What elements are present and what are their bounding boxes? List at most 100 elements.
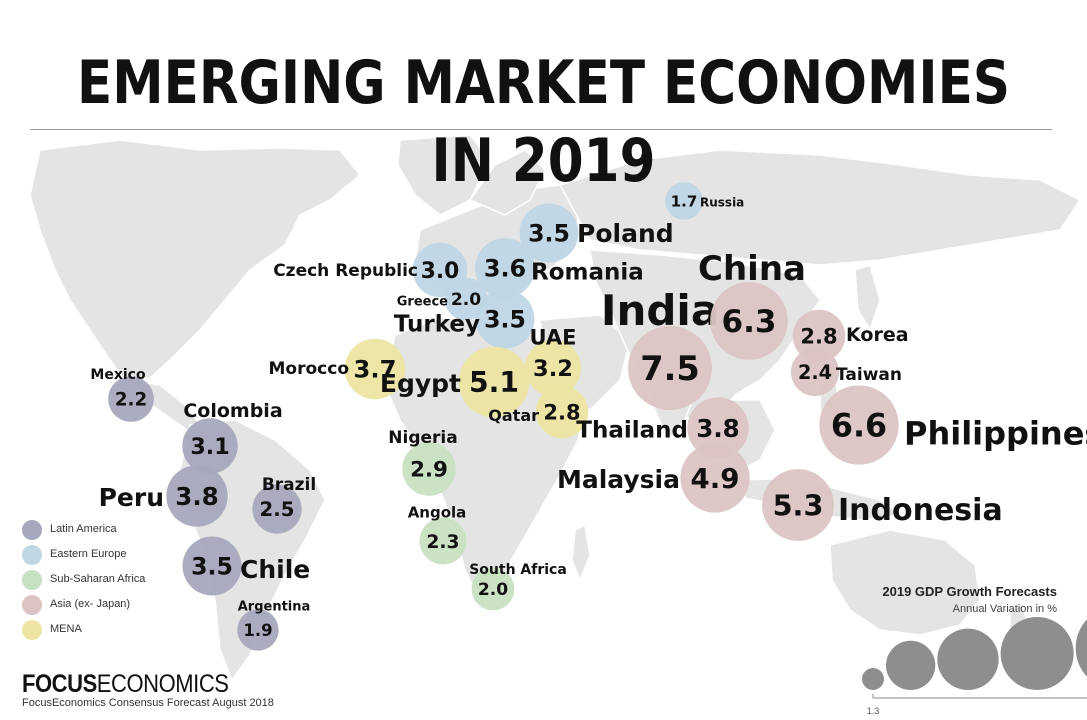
country-bubble-mexico: 2.2 Mexico <box>90 367 154 422</box>
country-label: South Africa <box>469 562 567 578</box>
legend-dot <box>22 545 42 565</box>
bubble-value: 1.9 <box>243 621 272 640</box>
scale-circle <box>862 668 884 690</box>
bubble-circle <box>710 282 788 360</box>
country-label: Russia <box>700 195 744 209</box>
country-bubble-uae: 3.2 UAE <box>524 326 582 397</box>
bubble-circle <box>628 326 712 410</box>
land-shape <box>571 523 591 583</box>
bubble-value: 2.8 <box>800 325 837 349</box>
title-divider <box>30 129 1052 130</box>
bubble-value: 5.1 <box>469 366 519 399</box>
scale-min-label: 1.3 <box>867 706 880 716</box>
bubble-value: 3.5 <box>191 552 233 580</box>
source-note: FocusEconomics Consensus Forecast August… <box>22 697 274 709</box>
country-label: Qatar <box>488 406 539 425</box>
country-bubble-taiwan: 2.4 Taiwan <box>790 347 902 397</box>
bubble-value: 7.5 <box>640 349 699 388</box>
scale-circle <box>937 628 999 691</box>
legend-dot <box>22 595 42 615</box>
brand-light: ECONOMICS <box>96 670 229 698</box>
legend-label: MENA <box>50 623 82 635</box>
scale-circle <box>1000 616 1074 690</box>
country-bubble-indonesia: 5.3 Indonesia <box>762 469 1003 541</box>
country-label: Malaysia <box>557 465 680 494</box>
land-shape <box>29 139 362 381</box>
bubble-value: 3.6 <box>484 255 526 283</box>
bubble-circle <box>819 385 899 465</box>
bubble-value: 3.5 <box>484 305 526 333</box>
bubble-circle <box>166 465 228 527</box>
bubble-value: 3.2 <box>533 356 573 382</box>
country-bubble-russia: 1.7 Russia <box>665 182 744 220</box>
page-title: EMERGING MARKET ECONOMIES IN 2019 <box>76 48 1011 196</box>
bubble-value: 2.9 <box>410 458 448 483</box>
bubble-value: 4.9 <box>690 462 739 495</box>
bubble-circle <box>182 418 238 474</box>
country-label: Argentina <box>238 600 311 615</box>
land-shape <box>829 529 981 636</box>
bubble-circle <box>475 238 535 298</box>
country-label: Turkey <box>394 311 480 337</box>
country-label: Angola <box>408 503 467 521</box>
legend-dot <box>22 620 42 640</box>
country-label: India <box>601 286 719 335</box>
legend-label: Sub-Saharan Africa <box>50 573 146 585</box>
bubble-circle <box>687 397 749 459</box>
bubble-circle <box>444 277 488 321</box>
country-bubble-philippines: 6.6 Philippines <box>819 385 1087 465</box>
country-label: Philippines <box>904 415 1087 453</box>
country-label: UAE <box>529 326 576 350</box>
legend-label: Eastern Europe <box>50 548 127 560</box>
brand-bold: FOCUS <box>22 670 97 698</box>
bubble-circle <box>790 347 840 397</box>
country-bubble-colombia: 3.1 Colombia <box>182 400 283 474</box>
land-shape <box>558 149 1082 266</box>
bubble-value: 3.5 <box>528 219 570 247</box>
bubble-value: 3.8 <box>696 414 739 443</box>
scale-title: 2019 GDP Growth Forecasts <box>882 584 1057 599</box>
bubble-circle <box>458 346 530 418</box>
bubble-value: 3.1 <box>190 434 229 460</box>
bubble-circle <box>182 536 242 596</box>
country-bubble-angola: 2.3 Angola <box>408 503 467 565</box>
country-bubble-malaysia: 4.9 Malaysia <box>557 443 750 513</box>
bubble-circle <box>762 469 834 541</box>
brand-logo: FOCUSECONOMICS <box>22 670 229 699</box>
bubble-circle <box>108 376 154 422</box>
bubble-circle <box>252 484 302 534</box>
bubble-circle <box>665 182 703 220</box>
bubble-circle <box>402 442 456 496</box>
country-label: Egypt <box>380 369 461 398</box>
country-label: Czech Republic <box>273 261 418 281</box>
country-label: Indonesia <box>838 493 1003 528</box>
country-bubble-india: 7.5 India <box>601 286 719 410</box>
country-bubble-nigeria: 2.9 Nigeria <box>388 428 458 496</box>
country-bubble-korea: 2.8 Korea <box>792 309 909 363</box>
scale-subtitle: Annual Variation in % <box>952 603 1057 615</box>
legend-label: Asia (ex- Japan) <box>50 598 131 610</box>
country-bubble-brazil: 2.5 Brazil <box>252 475 316 534</box>
land-shape <box>854 264 881 332</box>
bubble-value: 2.0 <box>478 580 508 600</box>
country-bubble-peru: 3.8 Peru <box>99 465 228 527</box>
country-label: Nigeria <box>388 428 457 448</box>
country-bubble-south-africa: 2.0 South Africa <box>469 562 567 611</box>
bubble-circle <box>519 203 579 263</box>
bubble-value: 2.8 <box>543 401 580 425</box>
bubble-value: 6.6 <box>831 408 887 444</box>
bubble-value: 2.4 <box>798 361 832 384</box>
country-label: Brazil <box>262 475 316 495</box>
land-shape <box>397 134 491 216</box>
legend-dot <box>22 570 42 590</box>
land-shape <box>468 149 546 216</box>
bubble-value: 6.3 <box>721 304 776 340</box>
bubble-value: 3.8 <box>175 482 218 511</box>
